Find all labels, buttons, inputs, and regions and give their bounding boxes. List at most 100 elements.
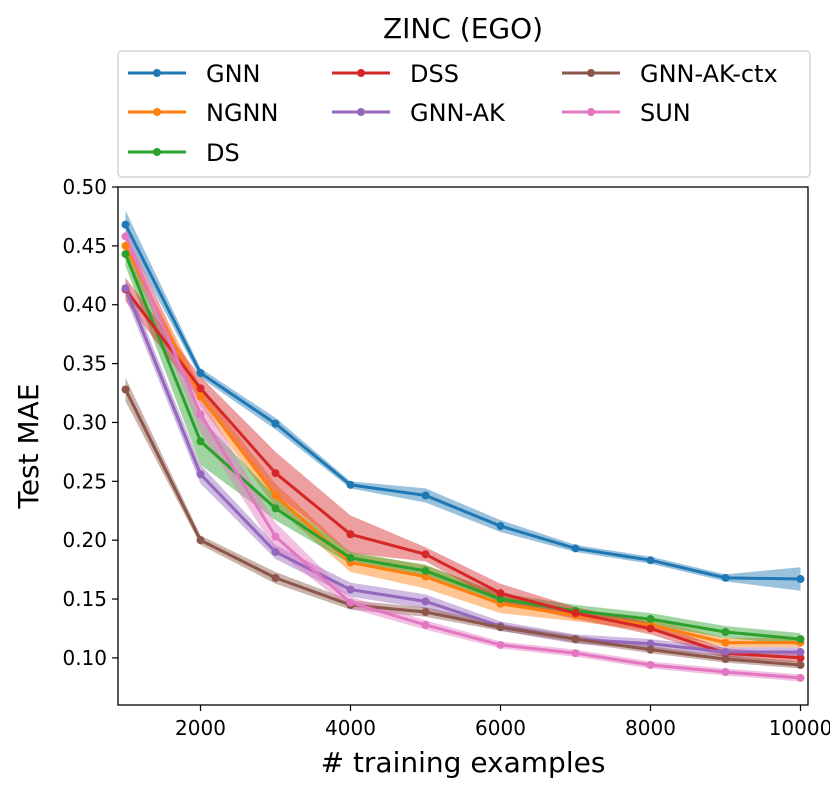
point-sun <box>196 410 205 419</box>
legend-item-gnn-ak: GNN-AK <box>332 99 506 127</box>
y-tick-label: 0.50 <box>62 175 107 199</box>
x-tick-label: 6000 <box>475 716 526 740</box>
series-points <box>121 220 805 682</box>
point-sun <box>796 673 805 682</box>
point-ds <box>421 566 430 575</box>
band-dss <box>125 277 801 663</box>
point-ngnn <box>421 572 430 581</box>
point-sun <box>646 660 655 669</box>
point-gnn <box>571 544 580 553</box>
x-tick-label: 2000 <box>175 716 226 740</box>
point-dss <box>496 589 505 598</box>
point-ds <box>796 635 805 644</box>
point-dss <box>421 550 430 559</box>
point-gnn <box>121 220 130 229</box>
y-tick-label: 0.30 <box>62 410 107 434</box>
y-tick-label: 0.35 <box>62 352 107 376</box>
legend-label: GNN <box>206 60 261 88</box>
point-gnn-ak-ctx <box>271 573 280 582</box>
point-gnn <box>646 556 655 565</box>
point-gnn-ak <box>271 547 280 556</box>
point-dss <box>346 530 355 539</box>
legend-item-dss: DSS <box>332 60 459 88</box>
point-gnn-ak-ctx <box>196 536 205 545</box>
y-tick-label: 0.40 <box>62 293 107 317</box>
point-sun <box>571 649 580 658</box>
point-ngnn <box>271 491 280 500</box>
point-ds <box>646 615 655 624</box>
point-gnn <box>196 369 205 378</box>
legend-swatch-marker <box>153 69 161 77</box>
point-gnn-ak <box>346 585 355 594</box>
point-gnn-ak-ctx <box>646 645 655 654</box>
chart-title: ZINC (EGO) <box>383 12 543 45</box>
point-ds <box>721 628 730 637</box>
point-dss <box>571 609 580 618</box>
legend-swatch-marker <box>153 108 161 116</box>
point-ds <box>496 595 505 604</box>
point-gnn <box>346 480 355 489</box>
legend-item-gnn-ak-ctx: GNN-AK-ctx <box>562 60 778 88</box>
line-sun <box>124 235 801 680</box>
point-gnn-ak-ctx <box>721 655 730 664</box>
legend-label: NGNN <box>206 99 278 127</box>
point-gnn-ak <box>121 284 130 293</box>
x-tick-label: 10000 <box>769 716 830 740</box>
point-ngnn <box>196 392 205 401</box>
y-tick-label: 0.45 <box>62 234 107 258</box>
point-sun <box>496 640 505 649</box>
point-dss <box>646 624 655 633</box>
point-gnn-ak-ctx <box>121 385 130 394</box>
point-gnn-ak-ctx <box>796 660 805 669</box>
point-ds <box>121 250 130 259</box>
point-gnn <box>421 491 430 500</box>
legend-item-ngnn: NGNN <box>128 99 278 127</box>
legend: GNN NGNN DS DSS GNN-AK GNN-AK-ctx SUN <box>128 60 778 167</box>
x-tick-label: 4000 <box>325 716 376 740</box>
legend-label: GNN-AK <box>410 99 506 127</box>
point-gnn-ak <box>646 639 655 648</box>
point-ds <box>271 504 280 513</box>
point-sun <box>721 668 730 677</box>
point-sun <box>421 620 430 629</box>
point-ngnn <box>121 241 130 250</box>
x-tick-label: 8000 <box>625 716 676 740</box>
line-gnn-ak <box>124 287 801 654</box>
legend-label: GNN-AK-ctx <box>640 60 778 88</box>
line-gnn <box>124 223 801 581</box>
point-gnn <box>496 522 505 531</box>
point-gnn-ak <box>721 648 730 657</box>
legend-item-ds: DS <box>128 139 240 167</box>
legend-swatch-marker <box>357 69 365 77</box>
point-dss <box>271 469 280 478</box>
y-tick-label: 0.25 <box>62 469 107 493</box>
x-axis-title: # training examples <box>321 746 606 779</box>
legend-swatch-marker <box>587 69 595 77</box>
point-gnn <box>796 575 805 584</box>
point-gnn-ak-ctx <box>496 623 505 632</box>
point-ds <box>196 437 205 446</box>
y-tick-label: 0.20 <box>62 528 107 552</box>
y-tick-label: 0.15 <box>62 587 107 611</box>
point-gnn <box>271 419 280 428</box>
legend-item-gnn: GNN <box>128 60 261 88</box>
point-gnn-ak <box>421 597 430 606</box>
point-ds <box>346 553 355 562</box>
series-lines <box>124 223 801 680</box>
x-axis: 2000 4000 6000 8000 10000 <box>175 705 830 740</box>
y-tick-label: 0.10 <box>62 646 107 670</box>
legend-label: DSS <box>410 60 459 88</box>
point-gnn <box>721 573 730 582</box>
point-gnn-ak-ctx <box>421 607 430 616</box>
legend-box <box>117 50 811 178</box>
legend-swatch-marker <box>153 148 161 156</box>
line-dss <box>124 288 801 660</box>
legend-label: SUN <box>640 99 691 127</box>
point-sun <box>346 598 355 607</box>
y-axis-title: Test MAE <box>12 383 45 509</box>
legend-swatch-marker <box>587 108 595 116</box>
line-ngnn <box>124 245 801 645</box>
point-ngnn <box>721 638 730 647</box>
point-sun <box>121 232 130 241</box>
